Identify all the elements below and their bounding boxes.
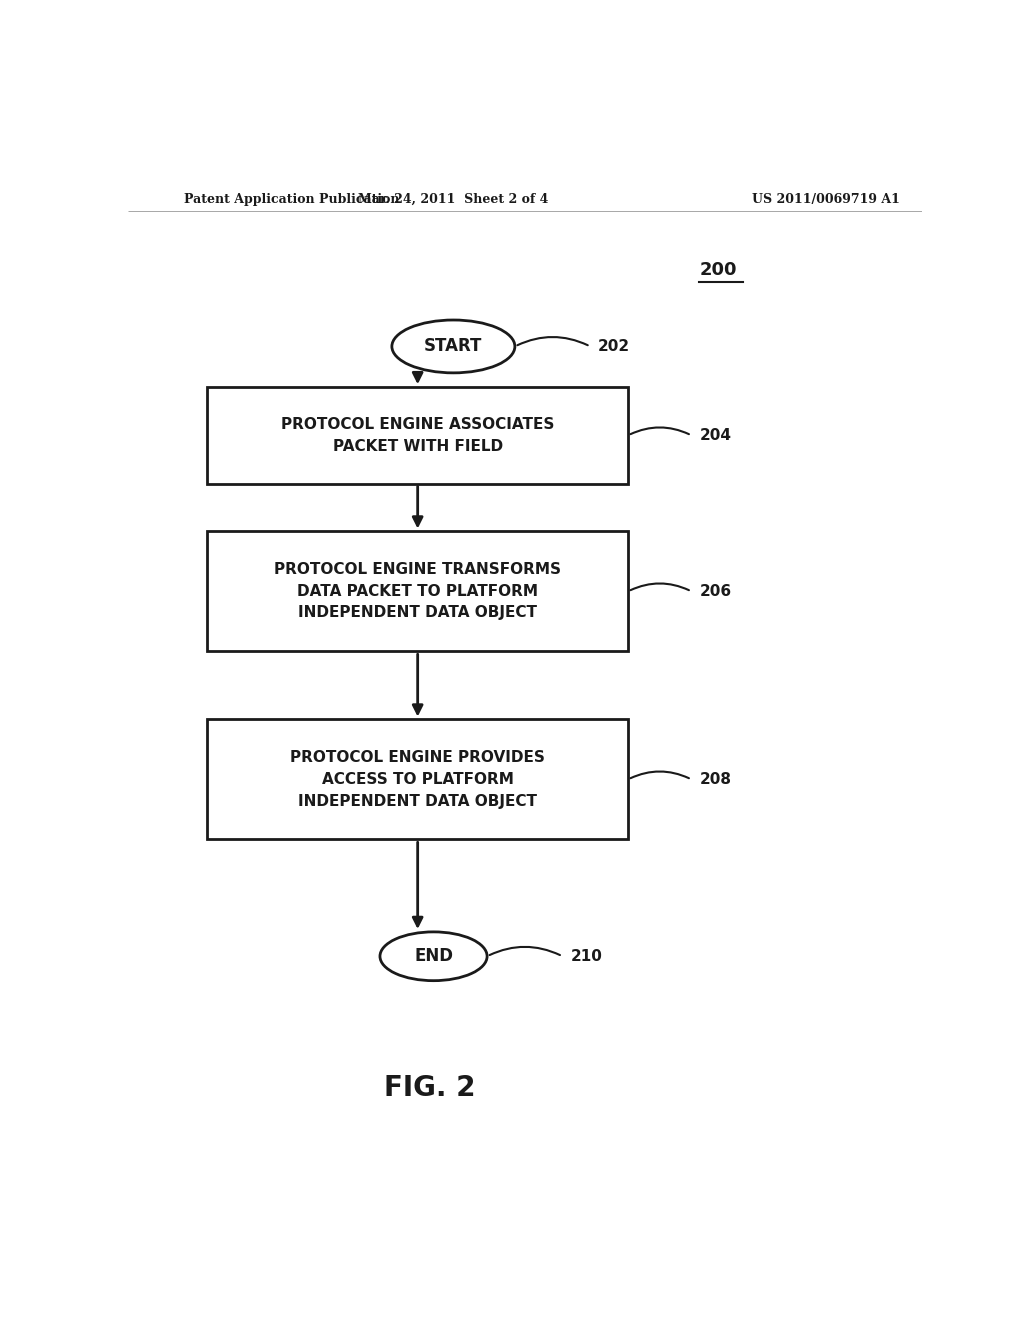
Text: PROTOCOL ENGINE TRANSFORMS
DATA PACKET TO PLATFORM
INDEPENDENT DATA OBJECT: PROTOCOL ENGINE TRANSFORMS DATA PACKET T… bbox=[274, 562, 561, 620]
Text: END: END bbox=[414, 948, 453, 965]
Text: Patent Application Publication: Patent Application Publication bbox=[183, 193, 399, 206]
Text: 206: 206 bbox=[699, 583, 731, 599]
Text: US 2011/0069719 A1: US 2011/0069719 A1 bbox=[753, 193, 900, 206]
Text: Mar. 24, 2011  Sheet 2 of 4: Mar. 24, 2011 Sheet 2 of 4 bbox=[358, 193, 549, 206]
Text: PROTOCOL ENGINE ASSOCIATES
PACKET WITH FIELD: PROTOCOL ENGINE ASSOCIATES PACKET WITH F… bbox=[281, 417, 554, 454]
Text: PROTOCOL ENGINE PROVIDES
ACCESS TO PLATFORM
INDEPENDENT DATA OBJECT: PROTOCOL ENGINE PROVIDES ACCESS TO PLATF… bbox=[290, 750, 545, 809]
Text: FIG. 2: FIG. 2 bbox=[384, 1074, 475, 1102]
Text: 202: 202 bbox=[598, 339, 631, 354]
Text: 204: 204 bbox=[699, 428, 731, 444]
Text: 210: 210 bbox=[570, 949, 602, 964]
Text: 208: 208 bbox=[699, 772, 731, 787]
Text: START: START bbox=[424, 338, 482, 355]
Text: 200: 200 bbox=[699, 261, 737, 280]
